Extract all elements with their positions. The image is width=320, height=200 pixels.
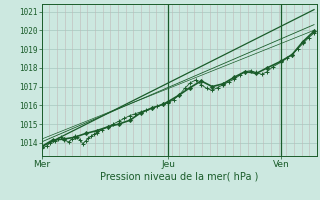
X-axis label: Pression niveau de la mer( hPa ): Pression niveau de la mer( hPa ) <box>100 172 258 182</box>
